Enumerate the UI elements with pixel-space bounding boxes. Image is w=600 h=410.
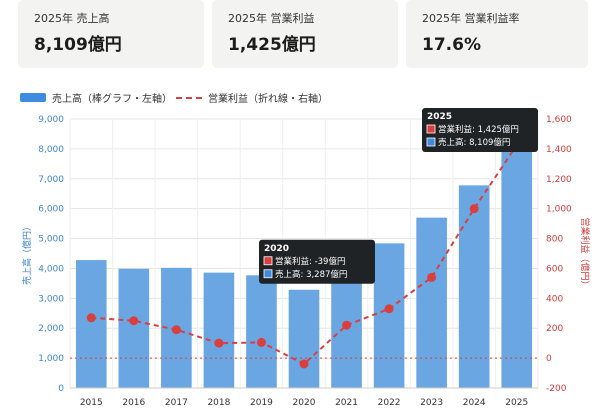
point-operating-profit-2018 [214, 338, 224, 348]
y-tick-left: 0 [58, 384, 64, 394]
y-tick-right: 400 [546, 294, 563, 304]
point-operating-profit-2021 [342, 320, 352, 330]
x-tick-2019: 2019 [250, 398, 273, 408]
bar-sales-2025 [501, 145, 533, 388]
y-tick-left: 2,000 [38, 324, 64, 334]
point-operating-profit-2023 [427, 272, 437, 282]
point-operating-profit-2020 [299, 359, 309, 369]
point-operating-profit-2022 [384, 304, 394, 314]
point-operating-profit-2024 [469, 204, 479, 214]
point-operating-profit-2019 [256, 337, 266, 347]
tooltip-line: 売上高: 3,287億円 [275, 269, 347, 280]
y-tick-left: 9,000 [38, 115, 64, 125]
x-tick-2016: 2016 [122, 398, 145, 408]
tooltip-line: 営業利益: 1,425億円 [438, 124, 519, 135]
bar-sales-2016 [118, 268, 150, 388]
tooltip-title: 2020 [264, 244, 289, 254]
y-tick-right: 200 [546, 324, 563, 334]
kpi-label-operating-profit: 2025年 営業利益 [228, 12, 315, 25]
tooltip-bg [422, 108, 538, 152]
x-tick-2024: 2024 [463, 398, 486, 408]
tooltip-line: 売上高: 8,109億円 [438, 137, 510, 148]
y-tick-left: 7,000 [38, 175, 64, 185]
legend-label-operating-profit: 営業利益（折れ線・右軸） [208, 94, 328, 105]
bar-sales-2018 [203, 272, 235, 388]
point-operating-profit-2015 [86, 313, 96, 323]
y-tick-right: 1,400 [546, 145, 572, 155]
x-tick-2018: 2018 [207, 398, 230, 408]
y-tick-right: 1,000 [546, 205, 572, 215]
tooltip-line: 営業利益: -39億円 [275, 256, 345, 267]
legend-item-operating-profit[interactable]: 営業利益（折れ線・右軸） [176, 90, 328, 105]
point-operating-profit-2016 [129, 316, 139, 326]
combo-chart: 0 1,000 2,000 3,000 4,000 5,000 6,000 7,000 8,00… [21, 108, 591, 408]
kpi-value-operating-margin: 17.6% [422, 35, 481, 55]
point-operating-profit-2017 [171, 325, 181, 335]
tooltip-swatch [426, 124, 436, 134]
y-tick-right: -200 [546, 384, 567, 394]
kpi-summary: 2025年 売上高 8,109億円 2025年 営業利益 1,425億円 202… [0, 0, 600, 74]
y-tick-left: 8,000 [38, 145, 64, 155]
y-axis-title-left: 売上高（億円） [21, 222, 33, 285]
kpi-card-operating-profit: 2025年 営業利益 1,425億円 [212, 0, 398, 68]
y-tick-right: 600 [546, 264, 563, 274]
bar-sales-2023 [416, 217, 447, 388]
y-tick-left: 5,000 [38, 235, 64, 245]
legend-swatch-sales [20, 93, 46, 102]
x-tick-2023: 2023 [420, 398, 443, 408]
legend-item-sales[interactable]: 売上高（棒グラフ・左軸） [20, 90, 172, 105]
kpi-value-sales: 8,109億円 [34, 35, 122, 55]
y-tick-right: 0 [546, 354, 552, 364]
kpi-value-operating-profit: 1,425億円 [228, 35, 316, 55]
x-tick-2021: 2021 [335, 398, 358, 408]
bar-sales-2020 [288, 289, 320, 388]
x-tick-2020: 2020 [293, 398, 316, 408]
kpi-card-sales: 2025年 売上高 8,109億円 [18, 0, 204, 68]
y-tick-left: 1,000 [38, 354, 64, 364]
x-tick-2025: 2025 [505, 398, 528, 408]
y-tick-left: 4,000 [38, 264, 64, 274]
y-tick-right: 1,200 [546, 175, 572, 185]
x-tick-2022: 2022 [378, 398, 401, 408]
bar-sales-2015 [75, 260, 107, 388]
y-tick-right: 800 [546, 235, 563, 245]
x-tick-2017: 2017 [165, 398, 188, 408]
x-tick-2015: 2015 [80, 398, 103, 408]
tooltip-bg [259, 239, 375, 284]
legend-label-sales: 売上高（棒グラフ・左軸） [52, 94, 172, 105]
y-tick-right: 1,600 [546, 115, 572, 125]
bar-sales-2019 [246, 275, 277, 388]
tooltip-swatch [263, 256, 273, 266]
kpi-label-operating-margin: 2025年 営業利益率 [422, 12, 520, 25]
bar-sales-2022 [373, 243, 405, 388]
y-tick-left: 6,000 [38, 205, 64, 215]
y-tick-left: 3,000 [38, 294, 64, 304]
tooltip-title: 2025 [427, 112, 452, 122]
tooltip-swatch [426, 137, 436, 147]
kpi-card-operating-margin: 2025年 営業利益率 17.6% [406, 0, 588, 68]
bar-sales-2024 [458, 185, 490, 388]
y-axis-title-right: 営業利益（億円） [579, 217, 591, 289]
legend-swatch-operating-profit [176, 96, 202, 99]
kpi-label-sales: 2025年 売上高 [34, 12, 110, 25]
tooltip-swatch [263, 269, 273, 279]
